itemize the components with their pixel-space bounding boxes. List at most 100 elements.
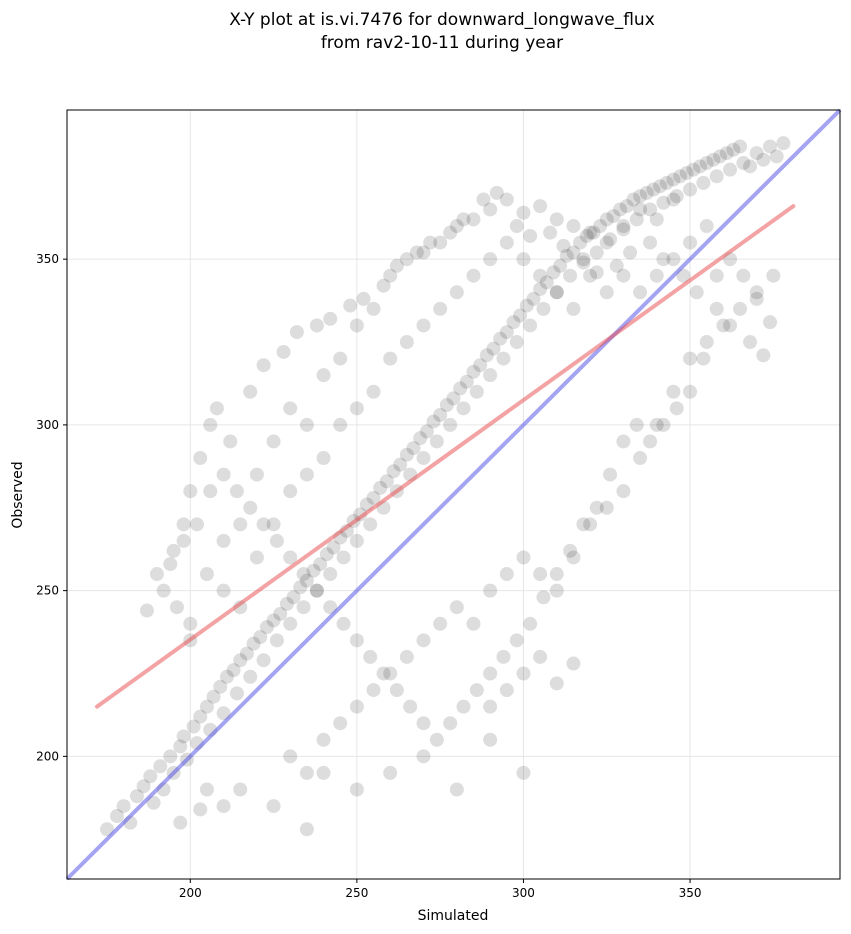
data-point [533,567,548,582]
data-point [543,225,558,240]
data-point [116,799,131,814]
data-point [416,633,431,648]
data-point [509,633,524,648]
data-point [203,484,218,499]
data-point [243,669,258,684]
data-point [449,219,464,234]
data-point [416,716,431,731]
data-point [563,268,578,283]
data-point [656,195,671,210]
data-point [483,252,498,267]
data-point [403,699,418,714]
data-point [166,543,181,558]
data-point [533,199,548,214]
data-point [129,789,144,804]
data-point [429,732,444,747]
data-point [599,212,614,227]
data-point [363,649,378,664]
data-point [606,209,621,224]
data-point [366,384,381,399]
data-point [589,245,604,260]
data-point [589,265,604,280]
data-point [666,384,681,399]
data-point [616,434,631,449]
data-point [459,374,474,389]
data-point [269,533,284,548]
data-point [733,301,748,316]
data-point [239,646,254,661]
data-point [526,291,541,306]
data-point [309,318,324,333]
data-point [143,769,158,784]
x-tick-label: 250 [345,886,368,900]
data-point [456,212,471,227]
data-point [173,739,188,754]
data-point [283,484,298,499]
data-point [253,630,268,645]
data-point [426,414,441,429]
data-point [99,822,114,837]
data-point [576,252,591,267]
data-point [713,149,728,164]
data-point [423,235,438,250]
data-point [756,152,771,167]
data-point [363,517,378,532]
data-point [289,325,304,340]
one-to-one-line [65,108,842,881]
data-point [206,689,221,704]
data-point [376,666,391,681]
data-point [316,765,331,780]
data-point [299,417,314,432]
data-point [519,298,534,313]
data-point [566,550,581,565]
data-point [516,666,531,681]
data-point [699,335,714,350]
data-point [763,139,778,154]
data-point [246,636,261,651]
data-point [683,235,698,250]
data-point [566,219,581,234]
data-point [199,699,214,714]
data-point [193,802,208,817]
data-point [419,424,434,439]
data-point [533,281,548,296]
data-point [399,649,414,664]
data-point [226,663,241,678]
data-point [483,202,498,217]
data-point [433,235,448,250]
data-point [189,517,204,532]
data-point [296,567,311,582]
data-point [516,252,531,267]
data-point [146,795,161,810]
data-point [266,613,281,628]
data-point [176,517,191,532]
data-point [619,199,634,214]
data-point [456,699,471,714]
data-point [109,809,124,824]
data-point [566,301,581,316]
data-point [549,676,564,691]
data-point [449,600,464,615]
data-point [513,308,528,323]
data-point [469,683,484,698]
data-point [333,417,348,432]
data-point [633,189,648,204]
y-tick-label: 300 [36,418,59,432]
data-point [199,567,214,582]
data-point [299,467,314,482]
data-point [139,603,154,618]
data-point [613,202,628,217]
data-point [539,275,554,290]
data-point [229,484,244,499]
data-point [646,182,661,197]
data-point [559,248,574,263]
data-point [649,268,664,283]
data-point [523,616,538,631]
data-point [316,368,331,383]
data-point [549,583,564,598]
data-point [763,315,778,330]
data-point [536,590,551,605]
data-point [333,351,348,366]
data-point [323,311,338,326]
data-point [323,567,338,582]
